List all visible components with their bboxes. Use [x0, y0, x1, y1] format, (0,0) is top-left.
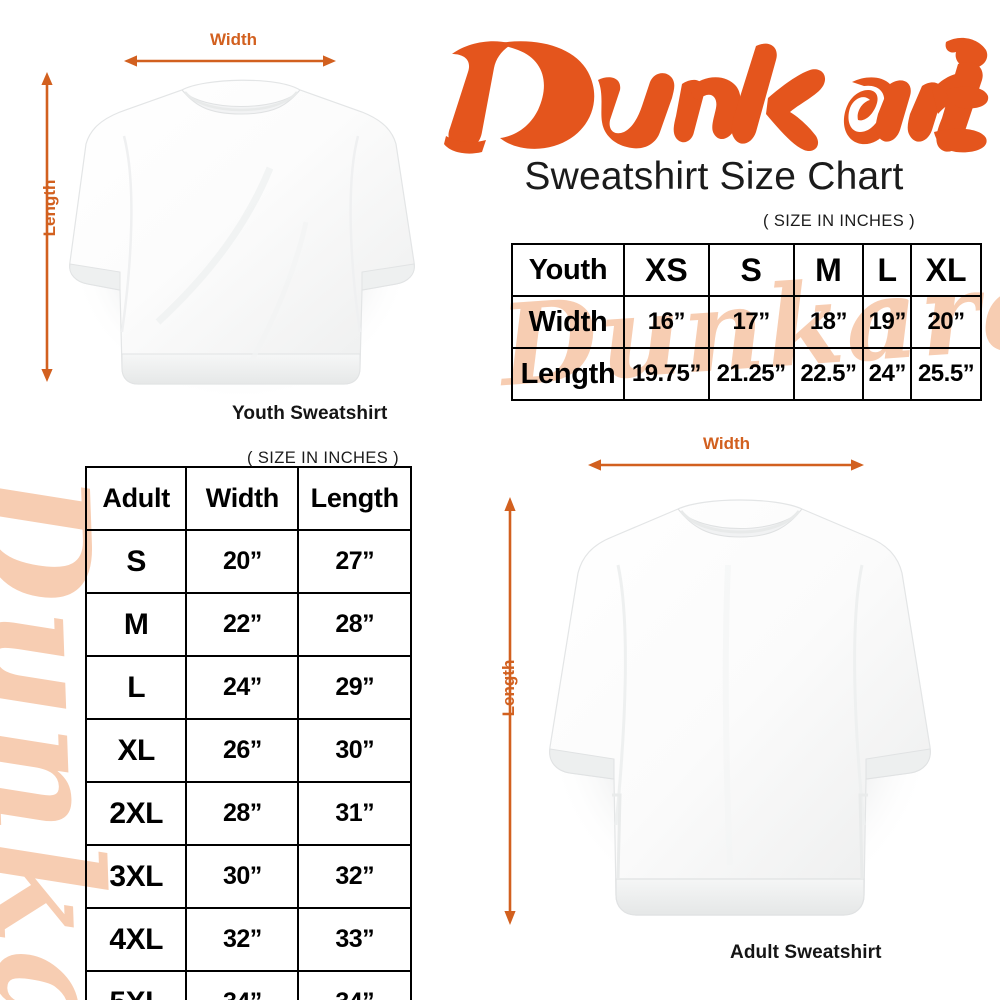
adult-width-4xl: 32” [185, 907, 300, 972]
table-row-youth-sizes: Youth XS S M L XL [511, 243, 982, 297]
youth-size-xl: XL [910, 243, 982, 297]
table-row: 3XL 30” 32” [84, 844, 412, 909]
adult-header-width: Width [185, 466, 300, 531]
adult-size-table: Adult Width Length S 20” 27” M 22” 28” L 24” 29”… [84, 466, 412, 1000]
adult-width-m: 22” [185, 592, 300, 657]
table-row: 5XL34”34” [84, 970, 412, 1000]
youth-width-m: 18” [792, 295, 865, 349]
adult-length-5xl: 34” [297, 970, 412, 1000]
adult-size-2xl: 2XL [84, 781, 188, 846]
adult-length-m: 28” [297, 592, 412, 657]
table-row: 2XL 28” 31” [84, 781, 412, 846]
adult-width-5xl: 34” [185, 970, 300, 1000]
youth-row-header: Youth [511, 243, 625, 297]
table-row: XL 26” 30” [84, 718, 412, 783]
adult-length-xl: 30” [297, 718, 412, 783]
youth-size-table: Youth XS S M L XL Width 16” 17” 18” 19” … [511, 243, 982, 401]
chart-subtitle: Sweatshirt Size Chart [524, 155, 904, 198]
youth-size-s: S [707, 243, 795, 297]
youth-width-header: Width [511, 295, 625, 349]
adult-length-3xl: 32” [297, 844, 412, 909]
adult-width-l: 24” [185, 655, 300, 720]
youth-length-arrow-icon [38, 72, 56, 382]
adult-length-2xl: 31” [297, 781, 412, 846]
adult-length-arrow-icon [501, 497, 519, 925]
youth-width-arrow-icon [124, 52, 336, 70]
adult-sweatshirt-image [538, 495, 942, 932]
adult-width-2xl: 28” [185, 781, 300, 846]
adult-size-units-note: ( SIZE IN INCHES ) [247, 449, 400, 467]
youth-length-s: 21.25” [707, 347, 795, 401]
youth-length-label: Length [40, 179, 59, 237]
youth-length-l: 24” [862, 347, 913, 401]
youth-width-label: Width [210, 30, 258, 49]
adult-size-5xl: 5XL [84, 970, 188, 1000]
youth-width-l: 19” [862, 295, 913, 349]
adult-size-3xl: 3XL [84, 844, 188, 909]
youth-size-xs: XS [623, 243, 710, 297]
table-row: M 22” 28” [84, 592, 412, 657]
table-row-youth-width: Width 16” 17” 18” 19” 20” [511, 295, 982, 349]
adult-size-4xl: 4XL [84, 907, 188, 972]
youth-length-xs: 19.75” [623, 347, 710, 401]
youth-width-s: 17” [707, 295, 795, 349]
adult-header-length: Length [297, 466, 412, 531]
youth-size-units-note: ( SIZE IN INCHES ) [763, 212, 916, 230]
table-row: L 24” 29” [84, 655, 412, 720]
adult-length-l: 29” [297, 655, 412, 720]
adult-width-label: Width [703, 434, 751, 453]
adult-size-s: S [84, 529, 188, 594]
youth-size-m: M [792, 243, 865, 297]
adult-size-xl: XL [84, 718, 188, 783]
adult-width-xl: 26” [185, 718, 300, 783]
table-row: S 20” 27” [84, 529, 412, 594]
adult-sweatshirt-caption: Adult Sweatshirt [730, 942, 882, 963]
adult-length-4xl: 33” [297, 907, 412, 972]
youth-width-xs: 16” [623, 295, 710, 349]
youth-width-xl: 20” [910, 295, 982, 349]
table-row: 4XL 32” 33” [84, 907, 412, 972]
table-row-adult-header: Adult Width Length [84, 466, 412, 531]
youth-length-xl: 25.5” [910, 347, 982, 401]
youth-sweatshirt-caption: Youth Sweatshirt [232, 403, 388, 424]
adult-width-s: 20” [185, 529, 300, 594]
adult-size-m: M [84, 592, 188, 657]
adult-length-s: 27” [297, 529, 412, 594]
youth-length-m: 22.5” [792, 347, 865, 401]
adult-length-label: Length [499, 659, 518, 717]
adult-width-3xl: 30” [185, 844, 300, 909]
youth-size-l: L [862, 243, 913, 297]
adult-header-size: Adult [84, 466, 188, 531]
youth-length-header: Length [511, 347, 625, 401]
adult-size-l: L [84, 655, 188, 720]
table-row-youth-length: Length 19.75” 21.25” 22.5” 24” 25.5” [511, 347, 982, 401]
adult-width-arrow-icon [588, 456, 864, 474]
youth-sweatshirt-image [62, 72, 420, 402]
dunkare-logo [438, 28, 990, 156]
